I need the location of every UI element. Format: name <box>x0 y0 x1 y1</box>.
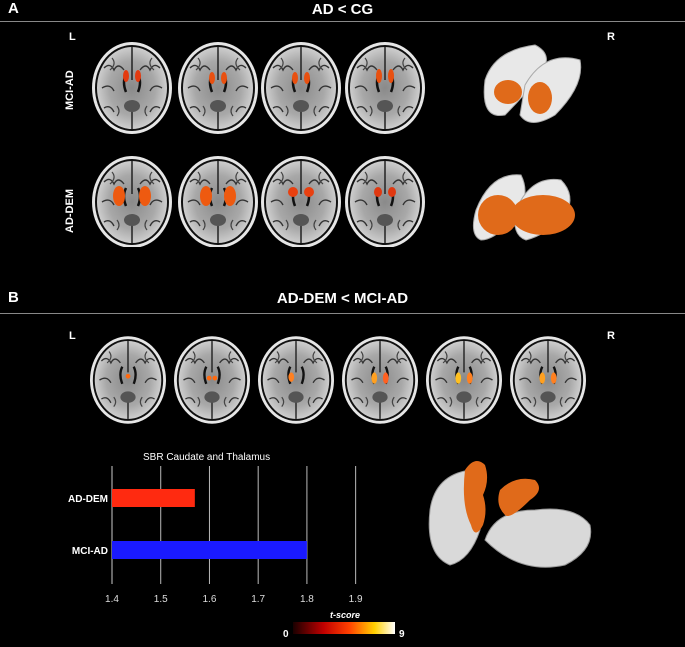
colorbar <box>293 622 395 634</box>
category-label: MCI-AD <box>72 546 108 557</box>
panel-a-left-label: L <box>69 31 76 43</box>
x-tick-label: 1.6 <box>203 594 217 605</box>
panel-b-right-label: R <box>607 330 615 342</box>
panel-a-3d-render-mci-ad <box>483 44 582 123</box>
activation-blob <box>376 69 382 83</box>
panel-b-left-label: L <box>69 330 76 342</box>
brain-slice-mci-ad-2 <box>176 40 260 136</box>
panel-a-right-label: R <box>607 31 615 43</box>
activation-blob <box>382 372 389 384</box>
brain-slice-b-1 <box>88 335 168 425</box>
activation-blob <box>200 186 212 206</box>
activation-blob <box>304 72 310 84</box>
brain-slice-mci-ad-3 <box>259 40 343 136</box>
brain-slice-b-6 <box>508 335 588 425</box>
brain-slice-b-4 <box>340 335 420 425</box>
activation-blob <box>371 372 378 384</box>
activation-blob <box>455 372 462 384</box>
x-tick-label: 1.4 <box>105 594 119 605</box>
row-label-ad-dem: AD-DEM <box>64 189 76 233</box>
x-tick-label: 1.7 <box>251 594 265 605</box>
brain-slice-ad-dem-3 <box>259 154 343 247</box>
x-tick-label: 1.8 <box>300 594 314 605</box>
panel-b-brain-slices <box>88 335 588 425</box>
colorbar-max-label: 9 <box>399 629 405 640</box>
activation-blob <box>466 372 473 384</box>
activation-blob <box>139 186 151 206</box>
activation-blob <box>288 372 295 382</box>
activation-blob <box>209 72 215 84</box>
activation-blob <box>125 373 131 379</box>
colorbar-title: t-score <box>330 610 361 620</box>
brain-slice-mci-ad-4 <box>343 40 425 136</box>
x-tick-label: 1.5 <box>154 594 168 605</box>
activation-blob <box>288 187 298 197</box>
x-tick-label: 1.9 <box>349 594 363 605</box>
activation-blob <box>123 70 129 82</box>
panel-a-title: AD < CG <box>311 1 374 18</box>
panel-b-divider <box>0 313 685 314</box>
activation-blob <box>135 70 141 82</box>
sbr-bar-chart: 1.4 1.5 1.6 1.7 1.8 1.9 AD-DEM MCI-AD <box>68 466 363 605</box>
activation-blob <box>550 372 557 384</box>
panel-b-title: AD-DEM < MCI-AD <box>276 290 409 307</box>
brain-slice-ad-dem-1 <box>90 154 174 247</box>
chart-title: SBR Caudate and Thalamus <box>143 452 271 463</box>
brain-slice-ad-dem-2 <box>176 154 260 247</box>
panel-a-brain-slices <box>90 40 425 247</box>
activation-blob <box>388 69 394 83</box>
bar-mci-ad <box>112 541 307 559</box>
brain-slice-b-3 <box>256 335 336 425</box>
brain-slice-b-5 <box>424 335 504 425</box>
brain-slice-b-2 <box>172 335 252 425</box>
panel-a-3d-render-ad-dem <box>472 174 575 241</box>
activation-blob <box>206 375 212 381</box>
colorbar-min-label: 0 <box>283 629 289 640</box>
panel-a-letter: A <box>8 0 19 17</box>
activation-blob <box>221 72 227 84</box>
activation-blob <box>304 187 314 197</box>
panel-a-divider <box>0 21 685 22</box>
category-label: AD-DEM <box>68 494 108 505</box>
activation-blob <box>388 187 396 197</box>
brain-slice-mci-ad-1 <box>90 40 174 136</box>
panel-b-letter: B <box>8 289 19 306</box>
activation-blob <box>539 372 546 384</box>
brain-slice-ad-dem-4 <box>343 154 425 247</box>
panel-b-3d-render <box>428 461 592 568</box>
activation-blob <box>212 375 218 381</box>
row-label-mci-ad: MCI-AD <box>64 70 76 110</box>
activation-blob <box>224 186 236 206</box>
activation-blob <box>113 186 125 206</box>
activation-blob <box>374 187 382 197</box>
activation-blob <box>292 72 298 84</box>
bar-ad-dem <box>112 489 195 507</box>
